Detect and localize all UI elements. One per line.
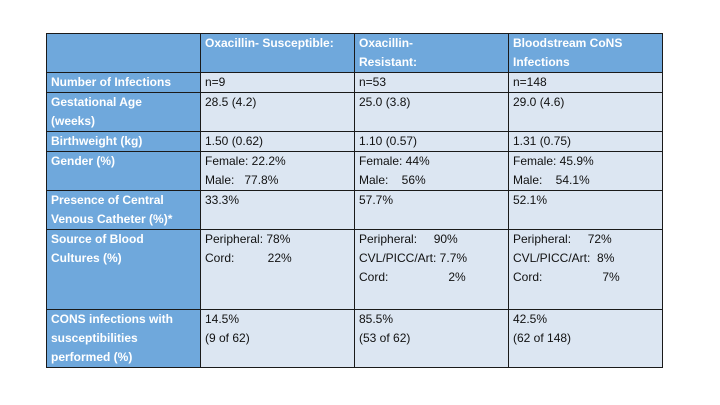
table-cell: 25.0 (3.8) bbox=[354, 92, 509, 132]
table-cell: Peripheral: 90% CVL/PICC/Art: 7.7% Cord:… bbox=[354, 229, 509, 310]
table-cell: 52.1% bbox=[508, 190, 663, 230]
table-cell: 14.5% (9 of 62) bbox=[200, 309, 355, 368]
table-cell: Female: 22.2% Male: 77.8% bbox=[200, 151, 355, 191]
table-row: CONS infections with susceptibilities pe… bbox=[46, 309, 663, 368]
table-cell: n=148 bbox=[508, 72, 663, 93]
table-row: Gender (%) Female: 22.2% Male: 77.8% Fem… bbox=[46, 151, 663, 191]
table-cell: 28.5 (4.2) bbox=[200, 92, 355, 132]
table-cell: Peripheral: 72% CVL/PICC/Art: 8% Cord: 7… bbox=[508, 229, 663, 310]
header-oxacillin-resistant: Oxacillin- Resistant: bbox=[354, 33, 509, 73]
table-cell: Female: 45.9% Male: 54.1% bbox=[508, 151, 663, 191]
header-row: Oxacillin- Susceptible: Oxacillin- Resis… bbox=[46, 33, 663, 73]
row-label: Presence of Central Venous Catheter (%)* bbox=[46, 190, 201, 230]
row-label: Source of Blood Cultures (%) bbox=[46, 229, 201, 310]
table-cell: 1.31 (0.75) bbox=[508, 131, 663, 152]
table-cell: Peripheral: 78% Cord: 22% bbox=[200, 229, 355, 310]
row-label: Number of Infections bbox=[46, 72, 201, 93]
data-table: Oxacillin- Susceptible: Oxacillin- Resis… bbox=[46, 33, 663, 368]
table-row: Presence of Central Venous Catheter (%)*… bbox=[46, 190, 663, 230]
table-cell: 1.10 (0.57) bbox=[354, 131, 509, 152]
table-row: Birthweight (kg) 1.50 (0.62) 1.10 (0.57)… bbox=[46, 131, 663, 152]
table-cell: Female: 44% Male: 56% bbox=[354, 151, 509, 191]
row-label: CONS infections with susceptibilities pe… bbox=[46, 309, 201, 368]
table-cell: 33.3% bbox=[200, 190, 355, 230]
table-cell: n=53 bbox=[354, 72, 509, 93]
table-cell: 1.50 (0.62) bbox=[200, 131, 355, 152]
row-label: Gender (%) bbox=[46, 151, 201, 191]
table-cell: n=9 bbox=[200, 72, 355, 93]
header-oxacillin-susceptible: Oxacillin- Susceptible: bbox=[200, 33, 355, 73]
row-label: Gestational Age (weeks) bbox=[46, 92, 201, 132]
header-bloodstream-cons: Bloodstream CoNS Infections bbox=[508, 33, 663, 73]
table-cell: 57.7% bbox=[354, 190, 509, 230]
row-label: Birthweight (kg) bbox=[46, 131, 201, 152]
header-corner-cell bbox=[46, 33, 201, 73]
table-cell: 29.0 (4.6) bbox=[508, 92, 663, 132]
table-row: Source of Blood Cultures (%) Peripheral:… bbox=[46, 229, 663, 310]
table-cell: 42.5% (62 of 148) bbox=[508, 309, 663, 368]
table-row: Gestational Age (weeks) 28.5 (4.2) 25.0 … bbox=[46, 92, 663, 132]
table-cell: 85.5% (53 of 62) bbox=[354, 309, 509, 368]
table-row: Number of Infections n=9 n=53 n=148 bbox=[46, 72, 663, 93]
